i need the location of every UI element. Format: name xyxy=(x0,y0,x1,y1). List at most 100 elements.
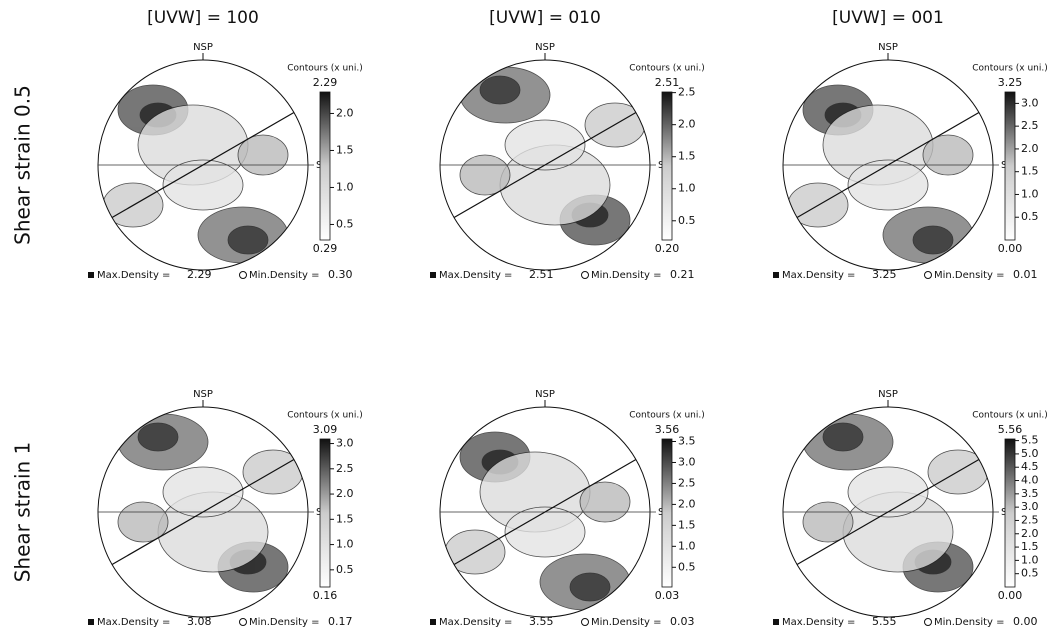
colorbar-tick-label: 2.0 xyxy=(678,118,696,131)
pole-figure: NSPSDContours (x uni.)2.510.200.51.01.52… xyxy=(430,42,705,281)
contour-fill xyxy=(102,84,289,264)
min-density-label: Min.Density = xyxy=(934,617,1005,628)
colorbar-tick-label: 1.0 xyxy=(336,538,354,551)
colorbar-title: Contours (x uni.) xyxy=(287,64,362,74)
colorbar-tick-label: 0.5 xyxy=(336,563,354,576)
contour-blob xyxy=(137,422,179,452)
shear-plane xyxy=(453,458,637,566)
max-density-label: Max.Density = xyxy=(782,270,855,281)
colorbar-tick-label: 3.5 xyxy=(678,435,696,448)
colorbar-max: 2.29 xyxy=(313,76,338,89)
min-density-value: 0.30 xyxy=(328,268,353,281)
max-density-label: Max.Density = xyxy=(97,617,170,628)
pole-figure: NSPSDContours (x uni.)3.090.160.51.01.52… xyxy=(88,389,363,628)
nsp-label: NSP xyxy=(535,389,555,400)
contour-blob xyxy=(822,422,864,452)
max-marker xyxy=(430,272,436,278)
colorbar xyxy=(661,91,673,241)
max-density-value: 2.29 xyxy=(187,268,212,281)
row-label: Shear strain 0.5 xyxy=(11,85,35,245)
max-marker xyxy=(430,619,436,625)
min-marker xyxy=(239,618,247,626)
max-density-label: Max.Density = xyxy=(439,270,512,281)
row-label: Shear strain 1 xyxy=(11,442,35,583)
contour-blob xyxy=(912,225,954,255)
colorbar-min: 0.00 xyxy=(998,242,1023,255)
colorbar-tick-label: 1.0 xyxy=(678,182,696,195)
colorbar-tick-label: 2.5 xyxy=(336,462,354,475)
colorbar-tick-label: 2.0 xyxy=(336,487,354,500)
max-density-value: 3.55 xyxy=(529,615,554,628)
nsp-label: NSP xyxy=(878,389,898,400)
max-marker xyxy=(88,272,94,278)
contour-blob xyxy=(227,225,269,255)
colorbar-tick-label: 3.0 xyxy=(1021,96,1039,109)
colorbar-tick-label: 0.5 xyxy=(336,217,354,230)
colorbar-title: Contours (x uni.) xyxy=(629,411,704,421)
colorbar xyxy=(1004,438,1016,588)
min-marker xyxy=(581,618,589,626)
colorbar-tick-label: 0.5 xyxy=(1021,567,1039,580)
contour-blob xyxy=(569,572,611,602)
colorbar-tick-label: 1.5 xyxy=(678,518,696,531)
min-density-value: 0.03 xyxy=(670,615,695,628)
colorbar-tick-label: 3.0 xyxy=(1021,500,1039,513)
min-density-label: Min.Density = xyxy=(591,617,662,628)
shear-plane xyxy=(111,458,295,566)
colorbar-tick-label: 1.5 xyxy=(678,150,696,163)
colorbar-tick-label: 4.0 xyxy=(1021,474,1039,487)
contour-blob xyxy=(504,119,586,171)
colorbar-tick-label: 5.5 xyxy=(1021,434,1039,447)
min-density-value: 0.01 xyxy=(1013,268,1038,281)
colorbar-min: 0.16 xyxy=(313,589,338,602)
contour-blob xyxy=(847,159,929,211)
contour-fill xyxy=(787,84,974,264)
colorbar xyxy=(1004,91,1016,241)
min-density-value: 0.21 xyxy=(670,268,695,281)
nsp-label: NSP xyxy=(535,42,555,53)
colorbar-title: Contours (x uni.) xyxy=(972,411,1047,421)
min-density-label: Min.Density = xyxy=(249,270,320,281)
colorbar-max: 3.25 xyxy=(998,76,1023,89)
max-density-value: 3.08 xyxy=(187,615,212,628)
colorbar-tick-label: 0.5 xyxy=(678,214,696,227)
pole-figure: NSPSDContours (x uni.)2.290.290.51.01.52… xyxy=(88,42,363,281)
colorbar-tick-label: 2.0 xyxy=(336,106,354,119)
contour-fill xyxy=(802,413,989,593)
contour-blob xyxy=(504,506,586,558)
contour-fill xyxy=(117,413,304,593)
colorbar-title: Contours (x uni.) xyxy=(972,64,1047,74)
column-title: [UVW] = 100 xyxy=(147,8,259,28)
min-density-value: 0.00 xyxy=(1013,615,1038,628)
colorbar-tick-label: 3.5 xyxy=(1021,487,1039,500)
min-density-label: Min.Density = xyxy=(249,617,320,628)
contour-blob xyxy=(847,466,929,518)
max-marker xyxy=(773,272,779,278)
max-marker xyxy=(773,619,779,625)
colorbar-tick-label: 1.0 xyxy=(678,539,696,552)
pole-figure: NSPSDContours (x uni.)3.560.030.51.01.52… xyxy=(430,389,705,628)
colorbar-tick-label: 5.0 xyxy=(1021,447,1039,460)
colorbar-tick-label: 1.5 xyxy=(336,143,354,156)
colorbar-tick-label: 2.5 xyxy=(1021,119,1039,132)
colorbar-tick-label: 0.5 xyxy=(1021,210,1039,223)
colorbar-tick-label: 1.5 xyxy=(336,512,354,525)
colorbar-max: 2.51 xyxy=(655,76,680,89)
colorbar-tick-label: 1.0 xyxy=(1021,187,1039,200)
colorbar-tick-label: 2.5 xyxy=(678,86,696,99)
colorbar xyxy=(319,438,331,588)
max-density-value: 3.25 xyxy=(872,268,897,281)
colorbar xyxy=(661,438,673,588)
min-marker xyxy=(581,271,589,279)
colorbar-min: 0.00 xyxy=(998,589,1023,602)
colorbar-tick-label: 1.5 xyxy=(1021,540,1039,553)
max-density-value: 5.55 xyxy=(872,615,897,628)
min-density-label: Min.Density = xyxy=(591,270,662,281)
colorbar-max: 5.56 xyxy=(998,423,1023,436)
contour-blob xyxy=(162,466,244,518)
shear-plane xyxy=(453,111,637,219)
max-density-value: 2.51 xyxy=(529,268,554,281)
max-density-label: Max.Density = xyxy=(439,617,512,628)
min-density-label: Min.Density = xyxy=(934,270,1005,281)
